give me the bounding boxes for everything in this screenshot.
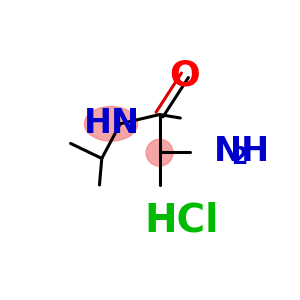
- Ellipse shape: [85, 106, 138, 141]
- Text: HN: HN: [84, 107, 140, 140]
- Text: 2: 2: [231, 145, 247, 169]
- Text: HCl: HCl: [144, 202, 219, 240]
- Text: O: O: [169, 58, 200, 92]
- Circle shape: [146, 139, 173, 166]
- Text: NH: NH: [214, 135, 270, 168]
